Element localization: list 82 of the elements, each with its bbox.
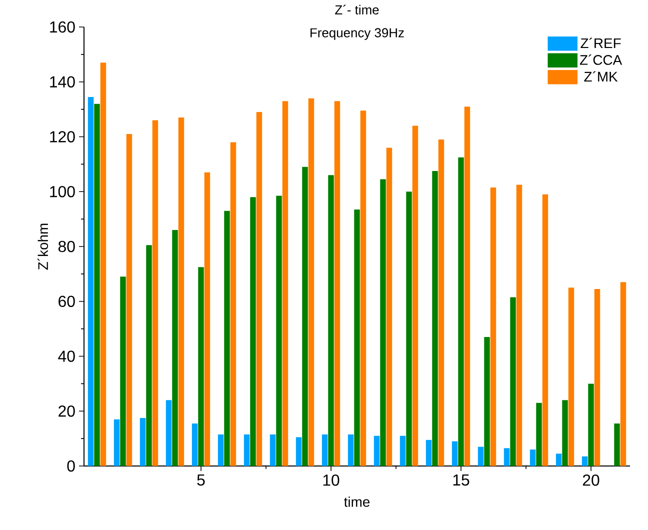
y-tick-label: 80 [58, 240, 75, 252]
y-tick-label: 140 [50, 76, 75, 88]
bar [504, 448, 510, 466]
bar [140, 418, 146, 466]
bar [302, 166, 308, 466]
bar [432, 171, 438, 466]
legend-label: Z´MK [584, 71, 618, 82]
y-tick-label: 20 [58, 405, 75, 417]
legend-label: Z´REF [580, 38, 621, 48]
x-tick-label: 10 [323, 474, 340, 486]
bar [198, 267, 204, 466]
x-axis-title: time [344, 496, 370, 507]
bar [282, 101, 288, 466]
bar [568, 288, 574, 466]
bar [542, 194, 548, 466]
bar [152, 120, 158, 466]
bar [620, 282, 626, 466]
bar [438, 139, 444, 466]
bar [400, 436, 406, 466]
bar [348, 434, 354, 466]
bar [536, 402, 542, 466]
bar [530, 450, 536, 466]
bar [94, 104, 100, 466]
bar [380, 179, 386, 466]
bar [510, 297, 516, 466]
bar [244, 434, 250, 466]
bar [204, 172, 210, 466]
bar [406, 192, 412, 466]
bar [250, 197, 256, 466]
bar [562, 400, 568, 466]
chart-subtitle: Frequency 39Hz [310, 28, 404, 40]
bar [230, 142, 236, 466]
bar [270, 434, 276, 466]
bar [464, 106, 470, 466]
bar [458, 157, 464, 466]
bar [412, 126, 418, 466]
bar [308, 98, 314, 466]
chart-title: Z´- time [335, 4, 379, 14]
bar [178, 118, 184, 466]
bar [120, 276, 126, 466]
bar [614, 423, 620, 466]
bar [594, 289, 600, 466]
y-tick-label: 100 [50, 186, 75, 198]
bar [296, 437, 302, 466]
bar [386, 148, 392, 466]
bar [490, 188, 496, 466]
bar [360, 110, 366, 466]
bar [516, 184, 522, 466]
x-tick-label: 15 [453, 474, 470, 486]
bar [146, 245, 152, 466]
y-tick-label: 60 [58, 296, 75, 308]
x-tick-label: 5 [197, 474, 205, 486]
bar [478, 446, 484, 466]
y-tick-label: 120 [50, 131, 75, 142]
bar [556, 454, 562, 466]
x-tick-label: 20 [582, 474, 600, 486]
legend-label: Z´CCA [580, 54, 622, 65]
bar [100, 62, 106, 466]
bar [224, 210, 230, 466]
y-tick-label: 0 [67, 460, 75, 472]
bar [126, 134, 132, 466]
bar [276, 196, 282, 466]
bar [354, 209, 360, 466]
y-tick-label: 160 [50, 21, 75, 33]
bar [582, 456, 588, 466]
bar [334, 101, 340, 466]
bar [374, 436, 380, 466]
bar [256, 112, 262, 466]
y-tick-label: 40 [58, 350, 75, 362]
bar [166, 400, 172, 466]
bar [588, 384, 594, 466]
bar [328, 175, 334, 466]
bar [322, 434, 328, 466]
bar [452, 441, 458, 466]
bar [172, 230, 178, 466]
bar [192, 423, 198, 466]
y-axis-title: Z´kohm [38, 224, 48, 270]
bar [114, 419, 120, 466]
bar [88, 96, 94, 466]
bar [484, 337, 490, 466]
bar [426, 440, 432, 466]
bar [218, 434, 224, 466]
